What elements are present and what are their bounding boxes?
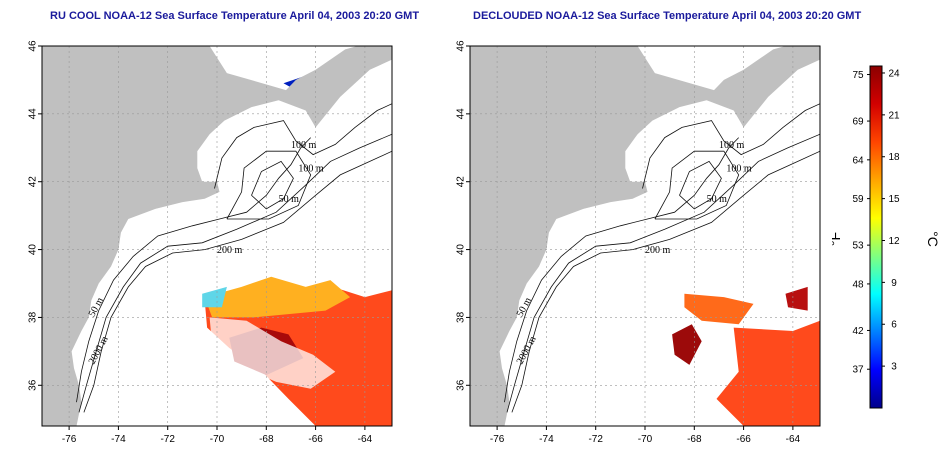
fahrenheit-tick-label: 42 (852, 326, 864, 337)
contour-label: 100 m (726, 164, 752, 175)
lat-tick-label: 40 (456, 244, 467, 256)
lon-tick-label: -68 (687, 434, 702, 445)
lon-tick-label: -76 (62, 434, 77, 445)
lon-tick-label: -74 (111, 434, 126, 445)
sst-patch (684, 293, 754, 325)
lon-tick-label: -64 (786, 434, 801, 445)
land-mass (470, 46, 820, 426)
lon-tick-label: -68 (259, 434, 274, 445)
left-map-title: RU COOL NOAA-12 Sea Surface Temperature … (50, 10, 420, 22)
depth-contour (214, 103, 392, 189)
celsius-tick-label: 21 (888, 110, 900, 121)
contour-label: 100 m (719, 140, 745, 151)
depth-contour (226, 150, 312, 220)
depth-contour (511, 150, 820, 413)
celsius-tick-label: 24 (888, 68, 900, 79)
fahrenheit-unit-label: °F (832, 232, 843, 246)
sst-warm-region (716, 320, 820, 426)
sst-cold-patch (202, 286, 227, 308)
lat-tick-label: 40 (28, 244, 39, 256)
lat-tick-label: 36 (456, 379, 467, 391)
contour-label: 50 m (707, 194, 728, 205)
right-map-title: DECLOUDED NOAA-12 Sea Surface Temperatur… (473, 10, 862, 22)
right-sst-map: 100 m 100 m 50 m 200 m 50 m 2000 m -76 -74 -72 -7… (456, 40, 821, 445)
lat-tick-label: 36 (28, 379, 39, 391)
sst-hot-patch (785, 286, 808, 311)
lat-tick-label: 46 (456, 40, 467, 52)
lon-tick-label: -64 (358, 434, 373, 445)
lat-tick-label: 42 (456, 176, 467, 188)
lon-tick-label: -72 (588, 434, 603, 445)
cloud-cover (209, 317, 336, 389)
lon-tick-label: -66 (308, 434, 323, 445)
depth-contour (83, 150, 392, 413)
lon-tick-label: -76 (490, 434, 505, 445)
fahrenheit-tick-label: 59 (852, 194, 864, 205)
celsius-tick-label: 3 (891, 362, 897, 373)
celsius-unit-label: °C (925, 231, 941, 247)
celsius-tick-label: 6 (891, 320, 897, 331)
fahrenheit-tick-label: 64 (852, 155, 864, 166)
lon-tick-label: -70 (210, 434, 225, 445)
lat-tick-label: 44 (456, 108, 467, 120)
lat-tick-label: 42 (28, 176, 39, 188)
contour-label: 100 m (291, 140, 317, 151)
depth-contour (642, 103, 820, 189)
lat-tick-label: 38 (28, 311, 39, 323)
colorbar-gradient (869, 65, 883, 409)
celsius-tick-label: 18 (888, 152, 900, 163)
contour-label: 200 m (645, 245, 671, 256)
fahrenheit-tick-label: 75 (852, 70, 864, 81)
depth-contour (251, 160, 294, 210)
lat-tick-label: 44 (28, 108, 39, 120)
contour-label: 100 m (298, 164, 324, 175)
depth-contour (654, 150, 740, 220)
fahrenheit-tick-label: 53 (852, 241, 864, 252)
fahrenheit-tick-label: 69 (852, 117, 864, 128)
contour-label: 200 m (217, 245, 243, 256)
fahrenheit-tick-label: 48 (852, 279, 864, 290)
contour-label: 50 m (279, 194, 300, 205)
left-sst-map: 100 m 100 m 50 m 200 m 50 m 2000 m -76 -74 -72 -7… (28, 40, 393, 445)
sst-hot-patch (672, 324, 702, 365)
colorbar-canvas: 24 75 21 69 18 64 15 59 12 53 9 48 6 42 3 37 °F °C (827, 65, 941, 409)
depth-contour (679, 160, 722, 210)
lat-tick-label: 46 (28, 40, 39, 52)
sst-cool-region (204, 276, 351, 318)
lat-tick-label: 38 (456, 311, 467, 323)
depth-contour (506, 133, 820, 413)
lon-tick-label: -72 (160, 434, 175, 445)
celsius-tick-label: 12 (888, 236, 900, 247)
fahrenheit-tick-label: 37 (852, 365, 864, 376)
depth-contour (78, 133, 392, 413)
land-mass (42, 46, 392, 426)
celsius-tick-label: 15 (888, 194, 900, 205)
lon-tick-label: -66 (736, 434, 751, 445)
temperature-colorbar: 24 75 21 69 18 64 15 59 12 53 9 48 6 42 3 37 °F °C (827, 64, 942, 414)
celsius-tick-label: 9 (891, 278, 897, 289)
lon-tick-label: -70 (638, 434, 653, 445)
lon-tick-label: -74 (539, 434, 554, 445)
